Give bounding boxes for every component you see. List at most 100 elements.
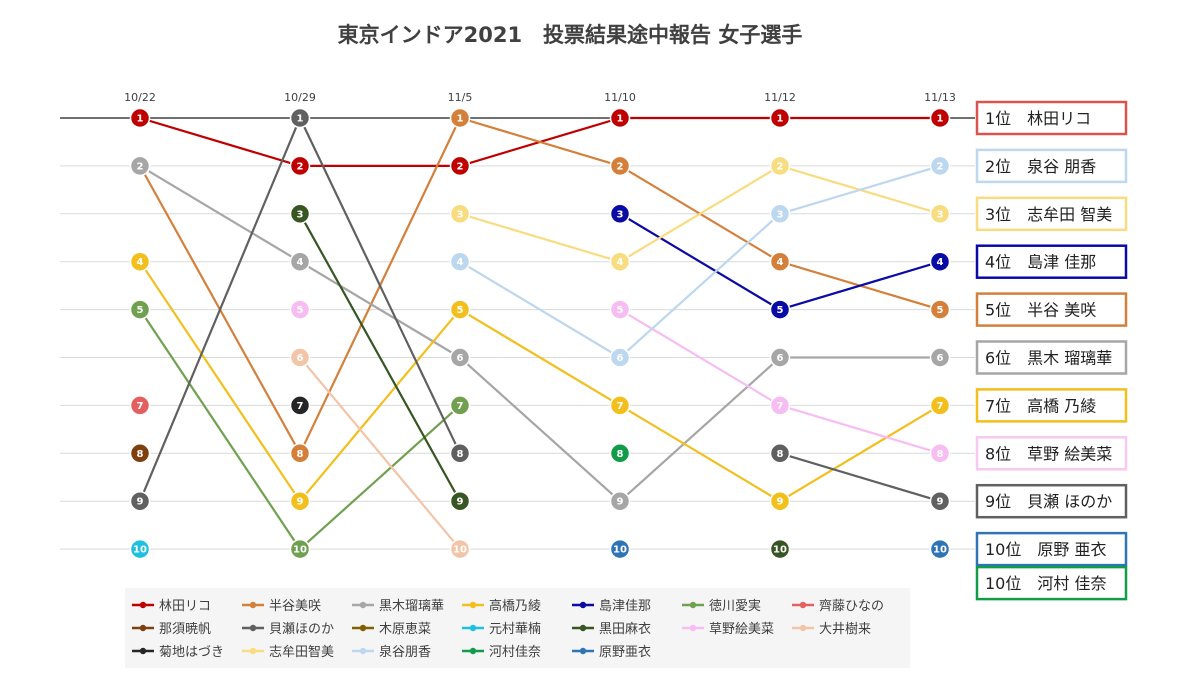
legend-swatch-dot bbox=[359, 601, 367, 609]
data-point bbox=[609, 395, 631, 416]
data-label: 7 bbox=[457, 401, 464, 412]
data-label: 2 bbox=[777, 161, 784, 172]
series-line-3 bbox=[139, 261, 941, 503]
legend-swatch-dot bbox=[469, 624, 477, 632]
legend-swatch-dot bbox=[799, 601, 807, 609]
series-line-1 bbox=[139, 116, 941, 455]
data-label: 8 bbox=[137, 449, 144, 460]
data-label: 4 bbox=[297, 257, 304, 268]
data-point bbox=[289, 251, 311, 272]
ranking-box bbox=[975, 340, 1128, 375]
data-point bbox=[609, 538, 631, 560]
data-label: 8 bbox=[937, 449, 944, 460]
legend-label: 島津佳那 bbox=[599, 599, 651, 614]
data-point bbox=[929, 107, 951, 129]
ranking-label: 4位 島津 佳那 bbox=[985, 253, 1096, 272]
legend-label: 那須暁帆 bbox=[159, 622, 211, 637]
data-label: 1 bbox=[617, 114, 624, 125]
data-point bbox=[929, 155, 951, 177]
ranking-box bbox=[975, 436, 1128, 471]
series-line-2 bbox=[139, 164, 940, 503]
ranking-label: 3位 志牟田 智美 bbox=[985, 205, 1112, 224]
data-point bbox=[289, 299, 311, 320]
chart-title: 東京インドア2021 投票結果途中報告 女子選手 bbox=[338, 23, 803, 47]
legend-swatch-dot bbox=[249, 647, 257, 655]
data-point bbox=[449, 395, 471, 416]
data-point bbox=[609, 490, 631, 512]
data-label: 4 bbox=[457, 257, 464, 268]
data-point bbox=[769, 443, 791, 464]
data-point bbox=[289, 443, 311, 464]
data-point bbox=[769, 107, 791, 129]
data-label: 1 bbox=[297, 114, 304, 125]
legend-label: 河村佳奈 bbox=[489, 645, 541, 660]
legend-swatch-dot bbox=[799, 624, 807, 632]
data-label: 7 bbox=[137, 401, 144, 412]
data-label: 9 bbox=[777, 497, 784, 508]
series-line-5 bbox=[139, 308, 461, 551]
data-label: 1 bbox=[137, 114, 144, 125]
data-label: 10 bbox=[613, 545, 627, 556]
legend-label: 大井樹来 bbox=[819, 622, 871, 637]
series-line-16 bbox=[459, 164, 941, 359]
legend-swatch-dot bbox=[139, 647, 147, 655]
data-label: 10 bbox=[773, 545, 787, 556]
ranking-label: 10位 原野 亜衣 bbox=[985, 540, 1106, 559]
series-line-11 bbox=[299, 213, 461, 502]
data-label: 3 bbox=[617, 209, 624, 220]
data-point bbox=[929, 251, 951, 272]
legend-label: 齊藤ひなの bbox=[819, 599, 884, 614]
ranking-label: 1位 林田リコ bbox=[985, 109, 1091, 128]
data-point bbox=[289, 107, 311, 129]
data-label: 8 bbox=[617, 449, 624, 460]
data-point bbox=[609, 155, 631, 177]
data-point bbox=[769, 299, 791, 320]
series-lines bbox=[138, 116, 941, 551]
ranking-label: 9位 貝瀬 ほのか bbox=[985, 492, 1112, 511]
data-label: 8 bbox=[457, 449, 464, 460]
data-label: 7 bbox=[777, 401, 784, 412]
data-label: 9 bbox=[937, 497, 944, 508]
data-point bbox=[449, 443, 471, 464]
data-point bbox=[449, 538, 471, 560]
data-label: 3 bbox=[777, 209, 784, 220]
grid-lines bbox=[60, 117, 975, 550]
legend-label: 元村華楠 bbox=[489, 622, 541, 637]
ranking-box bbox=[975, 244, 1128, 279]
x-tick-label: 11/12 bbox=[764, 91, 796, 104]
data-point bbox=[289, 203, 311, 225]
ranking-label: 6位 黒木 瑠璃華 bbox=[985, 349, 1112, 368]
data-point bbox=[129, 251, 151, 272]
ranking-box bbox=[975, 100, 1128, 136]
legend-label: 林田リコ bbox=[159, 599, 211, 614]
data-point bbox=[449, 155, 471, 177]
data-label: 6 bbox=[457, 353, 464, 364]
data-label: 6 bbox=[777, 353, 784, 364]
data-label: 5 bbox=[617, 305, 624, 316]
data-label: 8 bbox=[777, 449, 784, 460]
legend-label: 草野絵美菜 bbox=[709, 622, 774, 637]
data-point bbox=[929, 538, 951, 560]
legend-label: 高橋乃綾 bbox=[489, 598, 541, 614]
data-label: 1 bbox=[937, 114, 944, 125]
legend-label: 原野亜衣 bbox=[599, 644, 651, 660]
legend-swatch-dot bbox=[469, 647, 477, 655]
data-point bbox=[129, 538, 151, 560]
legend-swatch-dot bbox=[359, 647, 367, 655]
data-point bbox=[929, 203, 951, 225]
data-label: 4 bbox=[937, 257, 944, 268]
data-label: 9 bbox=[457, 497, 464, 508]
data-label: 1 bbox=[777, 114, 784, 125]
data-point bbox=[449, 251, 471, 272]
data-label: 6 bbox=[297, 353, 304, 364]
legend-swatch-dot bbox=[359, 624, 367, 632]
ranking-box bbox=[975, 388, 1128, 423]
data-label: 4 bbox=[137, 257, 144, 268]
data-point bbox=[769, 538, 791, 560]
legend-label: 菊地はづき bbox=[159, 645, 224, 660]
data-point bbox=[289, 395, 311, 416]
data-label: 10 bbox=[453, 545, 467, 556]
legend-swatch-dot bbox=[249, 624, 257, 632]
legend-swatch-dot bbox=[579, 624, 587, 632]
